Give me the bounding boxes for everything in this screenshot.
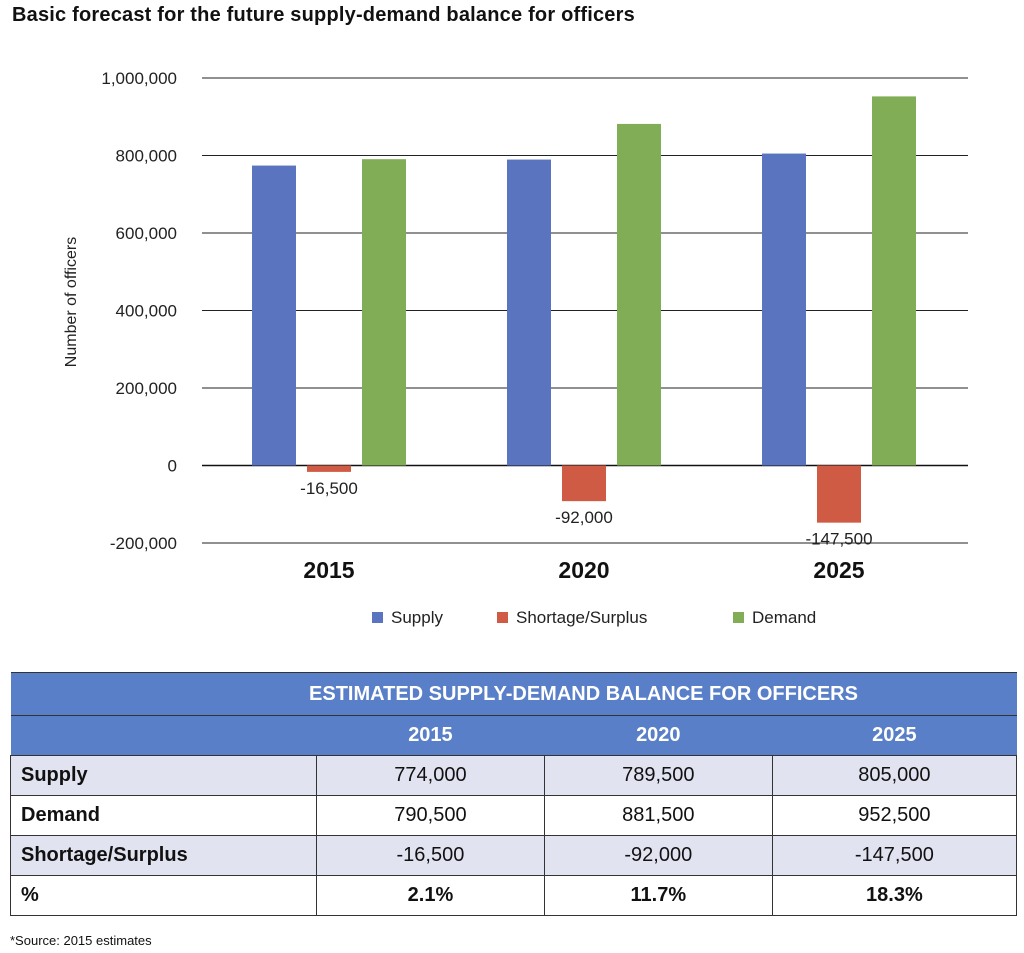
table-row-percent: % 2.1% 11.7% 18.3% [10,875,1018,916]
row-label: % [10,875,317,916]
balance-table-wrap: ESTIMATED SUPPLY-DEMAND BALANCE FOR OFFI… [10,672,1018,916]
x-axis-categories: 2015 2020 2025 [303,557,864,583]
legend-swatch [372,612,383,623]
bar-supply-2015 [252,165,296,466]
y-tick-label: 0 [168,457,177,476]
data-label: -16,500 [300,479,358,498]
table-cell: 2.1% [316,875,545,916]
y-tick-label: 400,000 [116,302,177,321]
table-cell: 881,500 [543,795,773,836]
table-title-row: ESTIMATED SUPPLY-DEMAND BALANCE FOR OFFI… [10,672,1017,716]
table-year-row: 2015 2020 2025 [10,715,1017,756]
y-tick-label: -200,000 [110,534,177,553]
table-cell: 774,000 [316,755,545,796]
data-labels: -16,500 -92,000 -147,500 [300,479,872,549]
y-tick-label: 800,000 [116,147,177,166]
bar-shortage-surplus-2015 [307,465,351,472]
legend-label: Shortage/Surplus [516,608,647,627]
table-cell: 805,000 [771,755,1018,796]
legend-label: Demand [752,608,816,627]
bar-demand-2015 [362,159,406,466]
y-axis-ticks: 1,000,000 800,000 600,000 400,000 200,000 0 -2… [101,69,177,553]
x-category-label: 2020 [558,557,609,583]
legend-swatch [497,612,508,623]
year-header-blank [10,715,317,756]
row-label: Supply [10,755,317,796]
source-note: *Source: 2015 estimates [10,933,152,948]
year-header-2020: 2020 [544,715,773,756]
year-header-2015: 2015 [316,715,545,756]
year-header-2025: 2025 [772,715,1017,756]
table-cell: 952,500 [771,795,1018,836]
table-cell: 789,500 [543,755,773,796]
y-tick-label: 600,000 [116,224,177,243]
table-title: ESTIMATED SUPPLY-DEMAND BALANCE FOR OFFI… [10,672,1017,716]
bar-shortage-surplus-2020 [562,465,606,502]
y-tick-label: 200,000 [116,379,177,398]
x-category-label: 2025 [813,557,864,583]
row-label: Shortage/Surplus [10,835,317,876]
legend-swatch [733,612,744,623]
y-axis-label: Number of officers [63,237,80,367]
bars [252,96,916,523]
bar-chart: 1,000,000 800,000 600,000 400,000 200,000 0 -2… [63,69,968,627]
bar-supply-2025 [762,153,806,466]
balance-table: ESTIMATED SUPPLY-DEMAND BALANCE FOR OFFI… [10,672,1018,916]
table-cell: 18.3% [771,875,1018,916]
table-cell: -16,500 [316,835,545,876]
data-label: -147,500 [805,530,872,549]
legend-label: Supply [391,608,443,627]
data-label: -92,000 [555,508,613,527]
page-title: Basic forecast for the future supply-dem… [12,4,635,26]
row-label: Demand [10,795,317,836]
y-tick-label: 1,000,000 [101,69,177,88]
table-cell: -147,500 [771,835,1018,876]
table-row-supply: Supply 774,000 789,500 805,000 [10,755,1018,796]
bar-demand-2025 [872,96,916,466]
bar-shortage-surplus-2025 [817,465,861,523]
table-row-shortage: Shortage/Surplus -16,500 -92,000 -147,50… [10,835,1018,876]
table-cell: -92,000 [543,835,773,876]
x-category-label: 2015 [303,557,354,583]
table-cell: 790,500 [316,795,545,836]
table-cell: 11.7% [543,875,773,916]
legend: Supply Shortage/Surplus Demand [372,608,816,627]
bar-demand-2020 [617,123,661,466]
table-row-demand: Demand 790,500 881,500 952,500 [10,795,1018,836]
bar-supply-2020 [507,159,551,466]
